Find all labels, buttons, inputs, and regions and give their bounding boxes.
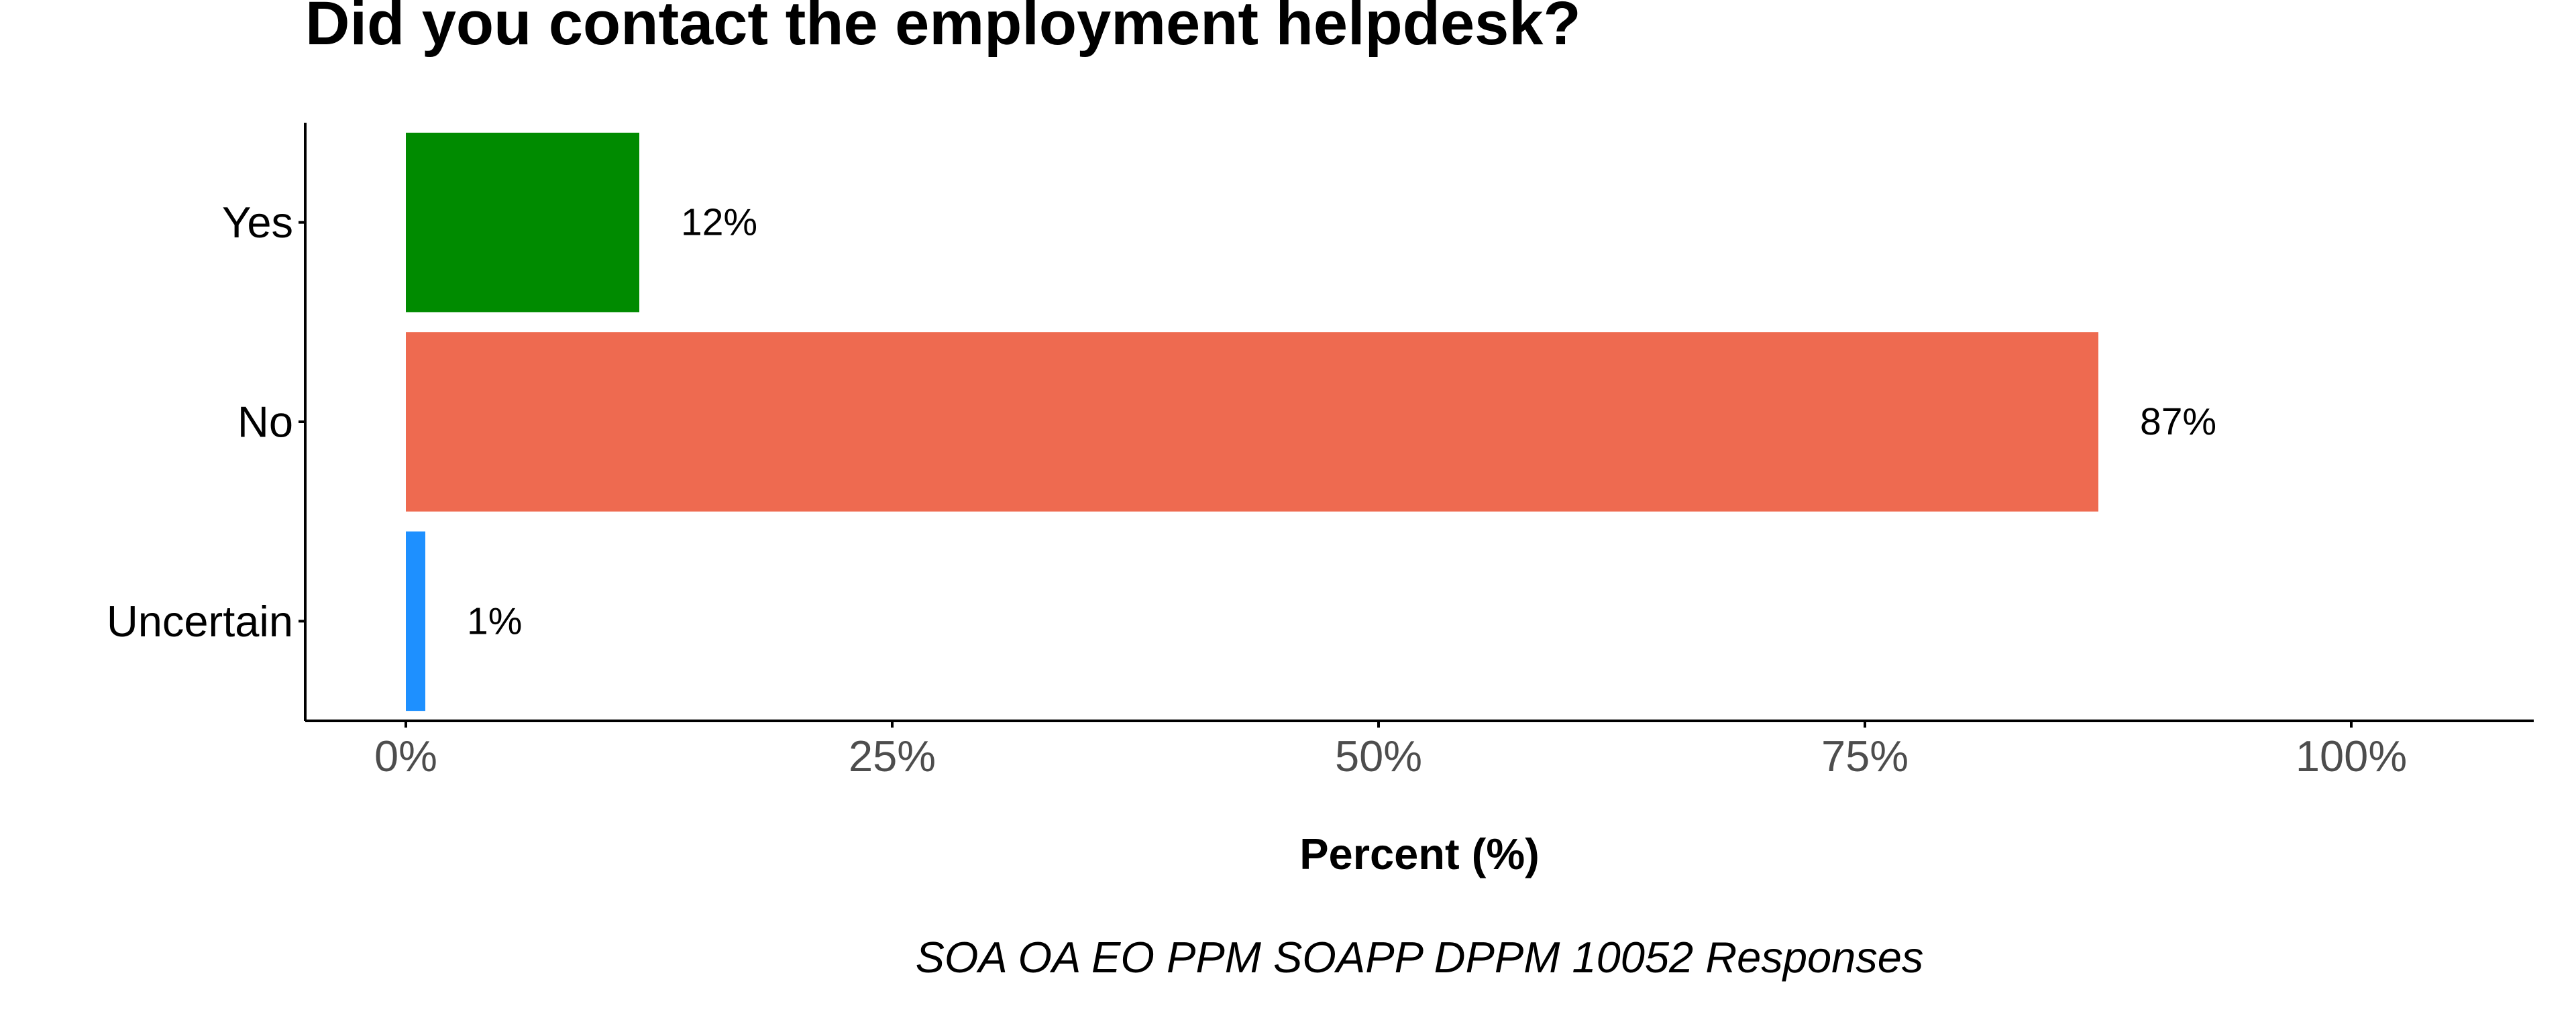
- category-label-no: No: [237, 398, 293, 447]
- category-label-uncertain: Uncertain: [107, 597, 293, 646]
- y-axis: Yes No Uncertain: [107, 198, 305, 646]
- x-tick-label-0: 0%: [374, 732, 437, 781]
- bar-no: [406, 332, 2098, 512]
- category-label-yes: Yes: [222, 198, 293, 247]
- data-label-yes: 12%: [681, 201, 757, 244]
- x-tick-label-100: 100%: [2296, 732, 2407, 781]
- bar-uncertain: [406, 531, 425, 711]
- bar-yes: [406, 132, 639, 312]
- chart-caption: SOA OA EO PPM SOAPP DPPM 10052 Responses: [916, 933, 1924, 982]
- x-axis: 0% 25% 50% 75% 100%: [374, 721, 2407, 781]
- x-axis-title: Percent (%): [1299, 829, 1540, 878]
- bars-layer: [406, 132, 2098, 711]
- x-tick-label-25: 25%: [849, 732, 936, 781]
- chart-title: Did you contact the employment helpdesk?: [305, 0, 1581, 58]
- data-label-uncertain: 1%: [467, 599, 522, 642]
- x-tick-label-75: 75%: [1821, 732, 1909, 781]
- data-labels-layer: 12% 87% 1%: [467, 201, 2216, 643]
- x-tick-label-50: 50%: [1335, 732, 1422, 781]
- data-label-no: 87%: [2140, 400, 2216, 443]
